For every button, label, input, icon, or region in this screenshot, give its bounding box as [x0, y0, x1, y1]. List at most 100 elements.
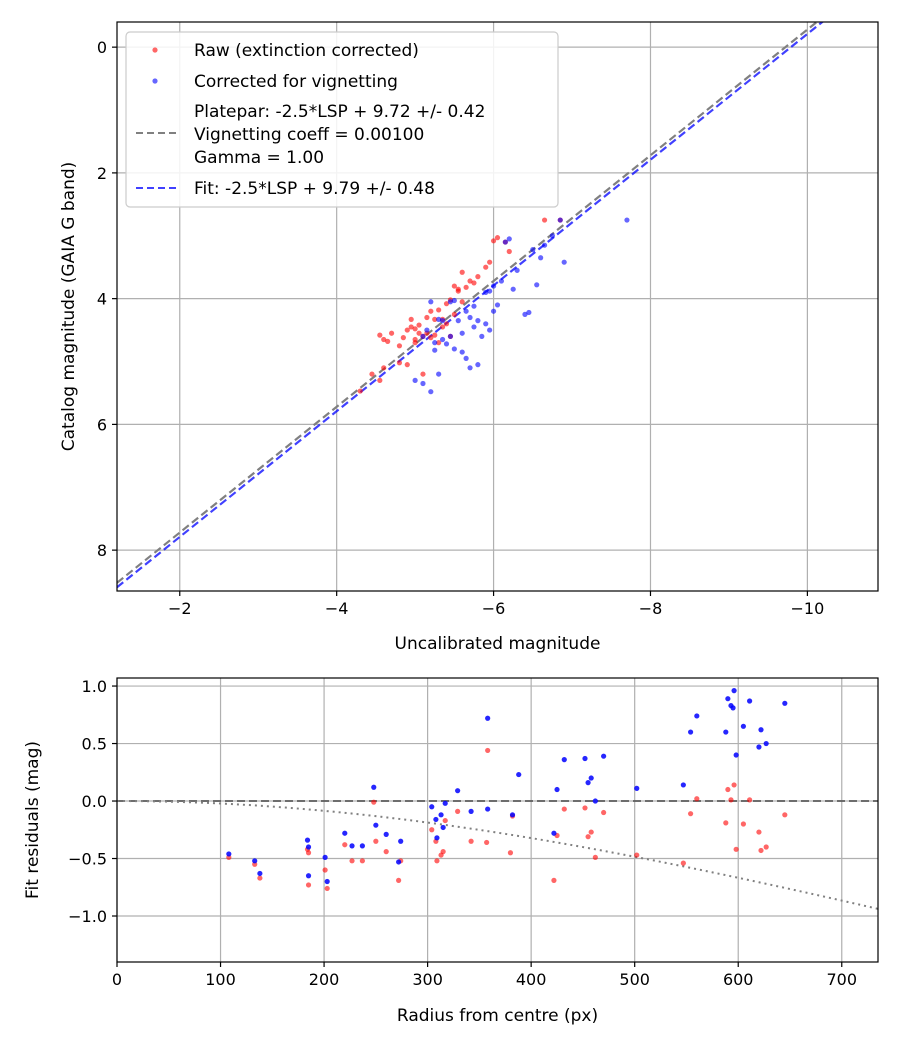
corrected-residual-point: [731, 688, 737, 694]
raw-residual-point: [455, 808, 461, 814]
raw-point: [396, 343, 403, 349]
corrected-point: [459, 330, 465, 336]
bottom-reference-lines: [117, 800, 878, 910]
corrected-point: [522, 311, 528, 317]
bottom-x-tick-label: 400: [516, 970, 547, 989]
raw-point: [455, 288, 461, 294]
corrected-point: [471, 324, 477, 330]
raw-point: [412, 336, 418, 343]
corrected-residual-point: [747, 698, 753, 704]
raw-residual-point: [342, 842, 348, 848]
corrected-residual-point: [782, 700, 788, 706]
corrected-residual-point: [440, 824, 446, 831]
corrected-residual-point: [257, 870, 263, 877]
raw-residual-point: [592, 854, 598, 860]
corrected-point: [424, 327, 430, 333]
raw-residual-point: [440, 849, 446, 855]
corrected-point: [428, 389, 434, 395]
corrected-residual-point: [429, 804, 435, 810]
corrected-point: [471, 303, 477, 309]
raw-residual-point: [507, 850, 514, 856]
corrected-residual-point: [434, 835, 440, 841]
raw-residual-point: [324, 885, 330, 892]
raw-point: [381, 365, 387, 371]
raw-point: [487, 259, 493, 265]
raw-residual-point: [305, 850, 312, 856]
raw-residual-point: [484, 839, 490, 846]
corrected-residual-point: [551, 830, 557, 836]
corrected-residual-point: [588, 775, 594, 781]
corrected-residual-point: [349, 843, 355, 849]
top-x-tick-label: −10: [791, 599, 825, 618]
raw-point: [388, 330, 395, 336]
top-y-ticks: 0 2 4 6 8: [97, 38, 117, 560]
top-axes-frame: [116, 21, 879, 592]
bottom-x-axis-label: Radius from centre (px): [397, 1006, 598, 1026]
corrected-residual-point: [592, 798, 598, 804]
top-y-tick-label: 4: [97, 290, 107, 309]
corrected-point: [412, 377, 418, 383]
bottom-y-ticks: 1.0 0.5 0.0 −0.5 −1.0: [68, 677, 117, 926]
raw-residual-point: [687, 811, 694, 817]
raw-residual-point: [561, 806, 567, 812]
corrected-residual-point: [322, 854, 328, 860]
corrected-residual-point: [468, 808, 474, 814]
corrected-point: [526, 309, 532, 316]
corrected-residual-point: [516, 771, 522, 778]
corrected-residual-point: [373, 822, 379, 828]
raw-point: [471, 280, 477, 286]
corrected-residual-point: [438, 812, 444, 818]
top-y-axis-label: Catalog magnitude (GAIA G band): [59, 162, 79, 452]
corrected-point: [432, 340, 438, 346]
bottom-x-tick-label: 100: [205, 970, 236, 989]
raw-point: [381, 336, 387, 343]
raw-residual-point: [429, 827, 435, 833]
corrected-point: [538, 255, 544, 261]
bottom-x-ticks: 0 100 200 300 400 500 600 700: [112, 962, 857, 989]
raw-residual-point: [383, 849, 389, 855]
raw-point: [377, 377, 383, 383]
raw-point: [439, 324, 446, 330]
corrected-residual-point: [582, 755, 588, 762]
corrected-residual-point: [687, 729, 694, 735]
raw-residual-point: [396, 877, 402, 883]
top-y-tick-label: 0: [97, 38, 107, 57]
raw-residual-point: [359, 858, 365, 864]
raw-point: [369, 371, 375, 377]
corrected-residual-point: [585, 780, 591, 786]
top-x-tick-label: −4: [325, 599, 349, 618]
top-x-tick-label: −2: [168, 599, 192, 618]
corrected-point: [549, 233, 556, 239]
corrected-residual-point: [383, 831, 389, 837]
top-scatter-points: [357, 217, 630, 395]
raw-point: [404, 362, 410, 368]
bottom-panel: 0 100 200 300 400 500 600 700 1.0 0.5 0.0 −0.5 −1.0…: [23, 677, 879, 1026]
raw-residual-point: [551, 877, 557, 883]
corrected-point: [436, 371, 442, 377]
corrected-point: [463, 355, 469, 361]
corrected-point: [439, 318, 446, 324]
platepar-line: [117, 22, 819, 584]
corrected-residual-point: [740, 723, 747, 729]
raw-residual-point: [588, 829, 594, 835]
legend-gamma-label: Gamma = 1.00: [194, 148, 324, 168]
corrected-point: [436, 316, 442, 322]
corrected-residual-point: [601, 753, 607, 759]
raw-residual-point: [740, 821, 747, 827]
raw-residual-point: [442, 817, 448, 824]
raw-residual-point: [373, 838, 379, 844]
corrected-residual-point: [725, 696, 731, 702]
raw-point: [416, 330, 422, 336]
raw-residual-point: [371, 799, 377, 805]
legend-corrected-label: Corrected for vignetting: [194, 72, 398, 92]
corrected-point: [494, 302, 501, 308]
corrected-point: [455, 318, 461, 324]
corrected-residual-point: [433, 816, 439, 823]
raw-residual-point: [731, 782, 737, 788]
corrected-point: [467, 365, 473, 371]
corrected-point: [514, 267, 520, 273]
raw-point: [475, 274, 481, 280]
raw-point: [483, 264, 489, 270]
legend-platepar-label: Platepar: -2.5*LSP + 9.72 +/- 0.42: [194, 102, 485, 122]
